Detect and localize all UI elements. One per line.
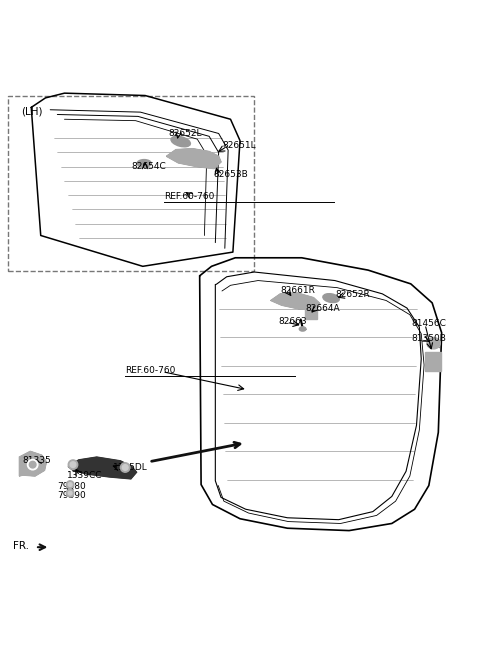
Text: 1339CC: 1339CC bbox=[67, 470, 102, 480]
Text: 81350B: 81350B bbox=[412, 334, 446, 343]
Ellipse shape bbox=[300, 327, 306, 331]
Text: 82652R: 82652R bbox=[335, 291, 370, 299]
Circle shape bbox=[120, 462, 130, 472]
Text: FR.: FR. bbox=[13, 541, 29, 551]
Ellipse shape bbox=[323, 294, 339, 302]
Polygon shape bbox=[271, 293, 320, 310]
Circle shape bbox=[68, 491, 72, 495]
Circle shape bbox=[66, 481, 74, 488]
Circle shape bbox=[27, 459, 38, 470]
Text: 81456C: 81456C bbox=[412, 319, 446, 328]
Text: 82652L: 82652L bbox=[168, 129, 202, 138]
Text: 82661R: 82661R bbox=[280, 285, 315, 295]
Text: 81335: 81335 bbox=[23, 457, 51, 465]
Ellipse shape bbox=[427, 337, 440, 349]
Circle shape bbox=[70, 462, 76, 468]
Text: (LH): (LH) bbox=[21, 106, 42, 116]
Ellipse shape bbox=[137, 159, 151, 167]
Text: REF.60-760: REF.60-760 bbox=[125, 366, 176, 375]
FancyBboxPatch shape bbox=[304, 308, 317, 319]
Text: 82654C: 82654C bbox=[132, 162, 167, 171]
Ellipse shape bbox=[171, 136, 191, 147]
Circle shape bbox=[66, 489, 74, 497]
Polygon shape bbox=[68, 457, 137, 479]
Text: 82653B: 82653B bbox=[214, 171, 248, 179]
FancyBboxPatch shape bbox=[425, 352, 441, 371]
Circle shape bbox=[68, 460, 78, 470]
Text: 1125DL: 1125DL bbox=[113, 462, 147, 472]
Text: 79390: 79390 bbox=[57, 491, 86, 499]
Text: 82664A: 82664A bbox=[305, 304, 340, 312]
Bar bbox=[8, 96, 254, 271]
Circle shape bbox=[29, 461, 36, 468]
Text: 82651L: 82651L bbox=[222, 141, 255, 150]
Text: 82663: 82663 bbox=[278, 317, 307, 326]
Polygon shape bbox=[167, 149, 221, 169]
Circle shape bbox=[122, 464, 128, 470]
Text: REF.60-760: REF.60-760 bbox=[164, 192, 215, 201]
Circle shape bbox=[68, 483, 72, 487]
Text: 79380: 79380 bbox=[57, 482, 86, 491]
Polygon shape bbox=[19, 451, 47, 476]
